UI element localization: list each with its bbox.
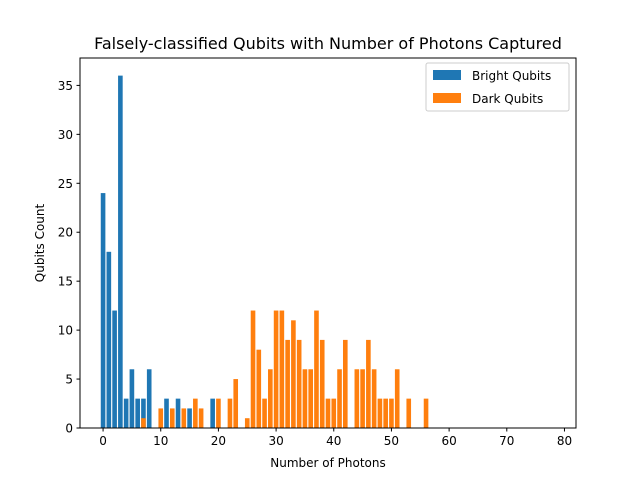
legend-swatch-bright-qubits: [433, 70, 461, 80]
bar-dark-qubits-25: [244, 418, 250, 428]
y-axis-ticks: 0 5 10 15 20 25 30 35: [58, 79, 80, 436]
x-tick-label: 50: [384, 434, 399, 448]
bar-dark-qubits-23: [233, 379, 239, 428]
x-tick-label: 70: [499, 434, 514, 448]
x-tick-label: 20: [211, 434, 226, 448]
legend-label-bright-qubits: Bright Qubits: [472, 69, 551, 83]
y-tick-label: 30: [58, 128, 73, 142]
bar-dark-qubits-51: [394, 369, 400, 428]
bar-dark-qubits-40: [331, 398, 337, 428]
bar-dark-qubits-31: [279, 310, 285, 428]
bar-bright-qubits-1: [106, 251, 112, 428]
bar-dark-qubits-32: [285, 339, 290, 428]
bar-dark-qubits-27: [256, 349, 262, 428]
bar-dark-qubits-14: [181, 408, 187, 428]
bar-bright-qubits-6: [135, 398, 140, 428]
bar-bright-qubits-0: [100, 193, 106, 428]
bar-bright-qubits-19: [210, 398, 215, 428]
x-axis-label: Number of Photons: [270, 456, 386, 470]
bar-dark-qubits-39: [325, 398, 331, 428]
bar-bright-qubits-2: [112, 310, 117, 428]
y-tick-label: 10: [58, 324, 73, 338]
bar-dark-qubits-37: [314, 310, 319, 428]
bar-dark-qubits-41: [337, 369, 342, 428]
bar-bright-qubits-11: [164, 398, 169, 428]
bar-dark-qubits-28: [262, 398, 267, 428]
bar-dark-qubits-16: [193, 398, 198, 428]
y-tick-label: 25: [58, 177, 73, 191]
bar-dark-qubits-12: [169, 408, 175, 428]
bar-bright-qubits-4: [123, 398, 129, 428]
y-tick-label: 35: [58, 79, 73, 93]
bar-dark-qubits-49: [383, 398, 388, 428]
bar-dark-qubits-38: [319, 339, 325, 428]
legend-box: [425, 62, 570, 112]
y-tick-label: 0: [65, 422, 73, 436]
bar-dark-qubits-46: [366, 339, 371, 428]
x-tick-label: 10: [153, 434, 168, 448]
bar-bright-qubits-5: [129, 369, 135, 428]
bar-dark-qubits-47: [371, 369, 377, 428]
bar-dark-qubits-7: [141, 418, 146, 428]
bar-dark-qubits-45: [360, 369, 365, 428]
x-tick-label: 60: [441, 434, 456, 448]
bar-dark-qubits-56: [423, 398, 429, 428]
bar-dark-qubits-48: [377, 398, 383, 428]
x-tick-label: 40: [326, 434, 341, 448]
legend-label-dark-qubits: Dark Qubits: [472, 92, 543, 106]
bar-dark-qubits-30: [273, 310, 279, 428]
bar-dark-qubits-53: [406, 398, 412, 428]
y-axis-label: Qubits Count: [33, 204, 47, 283]
bar-dark-qubits-42: [342, 339, 348, 428]
y-tick-label: 20: [58, 226, 73, 240]
bar-dark-qubits-34: [296, 339, 302, 428]
x-axis-ticks: 0 10 20 30 40 50 60 70 80: [99, 428, 572, 448]
bar-dark-qubits-10: [158, 408, 164, 428]
bar-dark-qubits-33: [291, 320, 296, 428]
bar-dark-qubits-26: [250, 310, 256, 428]
bar-dark-qubits-22: [227, 398, 233, 428]
x-tick-label: 30: [268, 434, 283, 448]
bar-dark-qubits-17: [198, 408, 204, 428]
bar-dark-qubits-35: [302, 369, 308, 428]
bar-dark-qubits-29: [268, 369, 273, 428]
bar-bright-qubits-13: [175, 398, 181, 428]
bar-bright-qubits-7: [141, 398, 146, 428]
y-tick-label: 5: [65, 373, 73, 387]
x-tick-label: 80: [557, 434, 572, 448]
bar-dark-qubits-20: [216, 398, 221, 428]
y-tick-label: 15: [58, 275, 73, 289]
bar-dark-qubits-50: [389, 398, 394, 428]
legend-swatch-dark-qubits: [433, 93, 461, 103]
bars-group: [100, 75, 429, 428]
legend: Bright Qubits Dark Qubits: [425, 62, 570, 112]
chart-title: Falsely-classified Qubits with Number of…: [94, 34, 562, 53]
plot-area-frame: [79, 57, 577, 429]
x-tick-label: 0: [99, 434, 107, 448]
bar-dark-qubits-44: [354, 369, 360, 428]
bar-bright-qubits-3: [118, 75, 123, 428]
bar-bright-qubits-15: [187, 408, 192, 428]
bar-dark-qubits-36: [308, 369, 314, 428]
bar-bright-qubits-8: [146, 369, 152, 428]
